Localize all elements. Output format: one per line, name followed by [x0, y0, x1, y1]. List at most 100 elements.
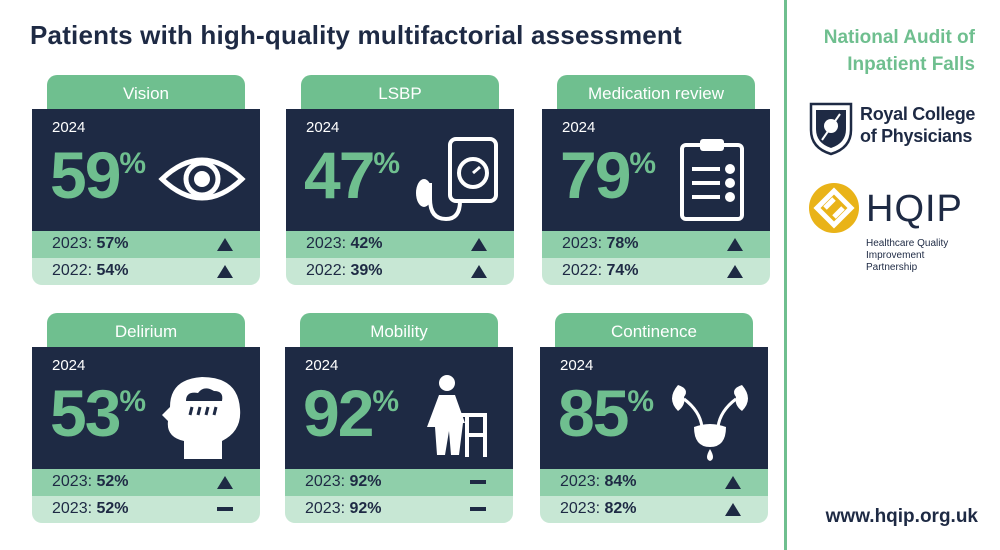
- audit-name-line1: National Audit of: [823, 27, 975, 48]
- rcp-crest-icon: [809, 102, 853, 156]
- hqip-emblem-icon: [809, 183, 859, 233]
- history-text: 2022: 54%: [52, 262, 129, 280]
- blood-pressure-monitor-icon: [410, 133, 502, 225]
- trend-up-icon: [724, 475, 742, 490]
- card-label: Mobility: [300, 313, 498, 349]
- card-panel: 2024 85%: [540, 347, 768, 469]
- history-value: 52%: [96, 500, 129, 517]
- history-year: 2022:: [562, 262, 603, 279]
- trend-up-icon: [726, 237, 744, 252]
- card-percentage: 92%: [303, 375, 399, 451]
- trend-up-icon: [470, 264, 488, 279]
- history-year: 2023:: [305, 500, 346, 517]
- metric-card-delirium: Delirium 2024 53% 2023: 52% 2023: 52%: [32, 313, 260, 523]
- history-value: 57%: [96, 235, 129, 252]
- history-row: 2023: 92%: [285, 469, 513, 496]
- eye-icon: [156, 133, 248, 225]
- history-row: 2023: 78%: [542, 231, 770, 258]
- card-unit: %: [627, 385, 655, 418]
- card-year: 2024: [52, 119, 86, 136]
- hqip-wordmark: HQIP: [866, 188, 963, 230]
- history-value: 82%: [604, 500, 637, 517]
- history-text: 2022: 74%: [562, 262, 639, 280]
- card-percentage: 79%: [560, 137, 656, 213]
- card-label: Delirium: [47, 313, 245, 349]
- history-text: 2023: 57%: [52, 235, 129, 253]
- card-unit: %: [629, 147, 657, 180]
- hqip-logo: HQIP Healthcare Quality Improvement Part…: [808, 180, 978, 273]
- history-value: 84%: [604, 473, 637, 490]
- metric-card-vision: Vision 2024 59% 2023: 57% 2022: 54%: [32, 75, 260, 285]
- history-text: 2023: 92%: [305, 500, 382, 518]
- trend-up-icon: [216, 237, 234, 252]
- card-percentage: 47%: [304, 137, 400, 213]
- card-unit: %: [119, 385, 147, 418]
- history-year: 2023:: [560, 473, 601, 490]
- card-value: 85: [558, 376, 629, 450]
- rcp-name: Royal College of Physicians: [860, 103, 975, 147]
- history-row: 2022: 54%: [32, 258, 260, 285]
- history-value: 42%: [350, 235, 383, 252]
- trend-up-icon: [216, 264, 234, 279]
- card-unit: %: [119, 147, 147, 180]
- trend-up-icon: [470, 237, 488, 252]
- history-text: 2023: 82%: [560, 500, 637, 518]
- trend-same-icon: [216, 502, 234, 517]
- card-value: 59: [50, 138, 121, 212]
- card-label: Medication review: [557, 75, 755, 111]
- history-row: 2023: 84%: [540, 469, 768, 496]
- trend-up-icon: [726, 264, 744, 279]
- card-percentage: 53%: [50, 375, 146, 451]
- hqip-tagline2: Improvement Partnership: [866, 250, 925, 273]
- history-year: 2023:: [305, 473, 346, 490]
- card-label: Vision: [47, 75, 245, 111]
- card-panel: 2024 92%: [285, 347, 513, 469]
- clipboard-checklist-icon: [666, 133, 758, 225]
- vertical-divider: [784, 0, 787, 550]
- card-year: 2024: [306, 119, 340, 136]
- card-year: 2024: [52, 357, 86, 374]
- audit-name: National Audit of Inpatient Falls: [800, 24, 975, 78]
- history-year: 2022:: [306, 262, 347, 279]
- card-panel: 2024 53%: [32, 347, 260, 469]
- card-year: 2024: [562, 119, 596, 136]
- card-label: LSBP: [301, 75, 499, 111]
- trend-same-icon: [469, 475, 487, 490]
- card-panel: 2024 59%: [32, 109, 260, 231]
- history-row: 2022: 39%: [286, 258, 514, 285]
- metric-card-continence: Continence 2024 85% 2023: 84% 2023: 82%: [540, 313, 768, 523]
- history-year: 2023:: [52, 473, 93, 490]
- history-year: 2023:: [560, 500, 601, 517]
- history-row: 2023: 82%: [540, 496, 768, 523]
- metric-card-lsbp: LSBP 2024 47% 2023: 42% 2022: 39%: [286, 75, 514, 285]
- hqip-tagline: Healthcare Quality Improvement Partnersh…: [866, 238, 978, 274]
- card-value: 47: [304, 138, 375, 212]
- kidneys-bladder-icon: [664, 371, 756, 463]
- hqip-tagline1: Healthcare Quality: [866, 238, 949, 249]
- rcp-line2: of Physicians: [860, 126, 973, 146]
- history-value: 54%: [96, 262, 129, 279]
- history-text: 2023: 84%: [560, 473, 637, 491]
- history-value: 74%: [606, 262, 639, 279]
- metric-card-mobility: Mobility 2024 92% 2023: 92% 2023: 92%: [285, 313, 513, 523]
- trend-up-icon: [724, 502, 742, 517]
- head-rain-cloud-icon: [156, 371, 248, 463]
- history-text: 2023: 52%: [52, 500, 129, 518]
- card-value: 79: [560, 138, 631, 212]
- card-value: 53: [50, 376, 121, 450]
- history-row: 2023: 57%: [32, 231, 260, 258]
- trend-up-icon: [216, 475, 234, 490]
- history-year: 2023:: [562, 235, 603, 252]
- rcp-logo: Royal College of Physicians: [808, 100, 978, 156]
- rcp-line1: Royal College: [860, 104, 976, 124]
- history-value: 39%: [350, 262, 383, 279]
- card-label: Continence: [555, 313, 753, 349]
- history-value: 92%: [349, 500, 382, 517]
- history-year: 2022:: [52, 262, 93, 279]
- website-link[interactable]: www.hqip.org.uk: [825, 506, 978, 527]
- history-value: 52%: [96, 473, 129, 490]
- history-value: 92%: [349, 473, 382, 490]
- card-value: 92: [303, 376, 374, 450]
- history-row: 2022: 74%: [542, 258, 770, 285]
- history-year: 2023:: [306, 235, 347, 252]
